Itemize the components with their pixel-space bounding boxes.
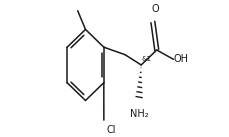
Text: O: O [151, 5, 159, 15]
Text: OH: OH [173, 54, 188, 64]
Text: NH₂: NH₂ [129, 109, 148, 119]
Text: &1: &1 [141, 56, 151, 62]
Text: Cl: Cl [106, 125, 116, 135]
